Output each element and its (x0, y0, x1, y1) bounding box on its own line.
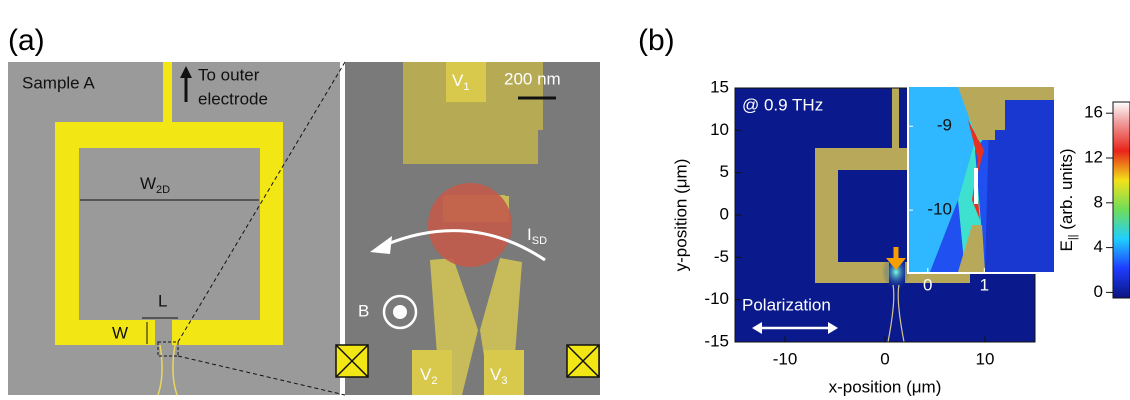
sample-name: Sample A (22, 73, 95, 92)
inset-x-tick-label: 1 (980, 275, 989, 294)
electrode-note: To outer (198, 65, 260, 84)
y-tick-label: -10 (704, 289, 729, 308)
colorbar (1113, 102, 1130, 298)
colorbar-tick-label: 8 (1094, 192, 1103, 211)
inset-y-tick-label: -10 (927, 200, 952, 219)
colorbar-label: E|| (arb. units) (1057, 148, 1078, 251)
inset-y-tick-label: -9 (937, 116, 952, 135)
inset-x-tick-label: 0 (923, 275, 932, 294)
polarization-label: Polarization (742, 295, 831, 314)
y-tick-label: 15 (710, 77, 729, 96)
lead (163, 62, 172, 124)
gap-label: L (158, 291, 167, 310)
electrode-note: electrode (198, 89, 268, 108)
gate-cut (538, 130, 600, 164)
panel-label: (a) (8, 24, 45, 57)
y-tick-label: -5 (714, 247, 729, 266)
colorbar-tick-label: 0 (1094, 282, 1103, 301)
contact (412, 350, 452, 395)
dot (428, 183, 512, 267)
x-tick-label: -10 (773, 349, 798, 368)
field-label: B (358, 301, 369, 320)
w-label: W (112, 323, 128, 342)
lead (892, 88, 899, 148)
y-axis-label: y-position (μm) (671, 159, 690, 272)
panel-label: (b) (638, 24, 675, 57)
frequency-label: @ 0.9 THz (742, 95, 823, 114)
x-axis-label: x-position (μm) (829, 377, 942, 396)
y-tick-label: 10 (710, 120, 729, 139)
y-tick-label: -15 (704, 331, 729, 350)
figure: (a) Sample A To outer electrode W2D L W … (0, 0, 1130, 400)
y-tick-label: 5 (720, 162, 729, 181)
y-tick-label: 0 (720, 204, 729, 223)
field-symbol (393, 305, 407, 319)
colorbar-tick-label: 4 (1094, 237, 1103, 256)
inset-channel (974, 168, 978, 204)
colorbar-tick-label: 12 (1084, 147, 1103, 166)
x-tick-label: 0 (880, 349, 889, 368)
x-tick-label: 10 (976, 349, 995, 368)
scale-label: 200 nm (504, 69, 561, 88)
field-map: @ 0.9 THz Polarization (735, 86, 1055, 342)
colorbar-tick-label: 16 (1084, 103, 1103, 122)
electrode-frame (838, 262, 889, 283)
